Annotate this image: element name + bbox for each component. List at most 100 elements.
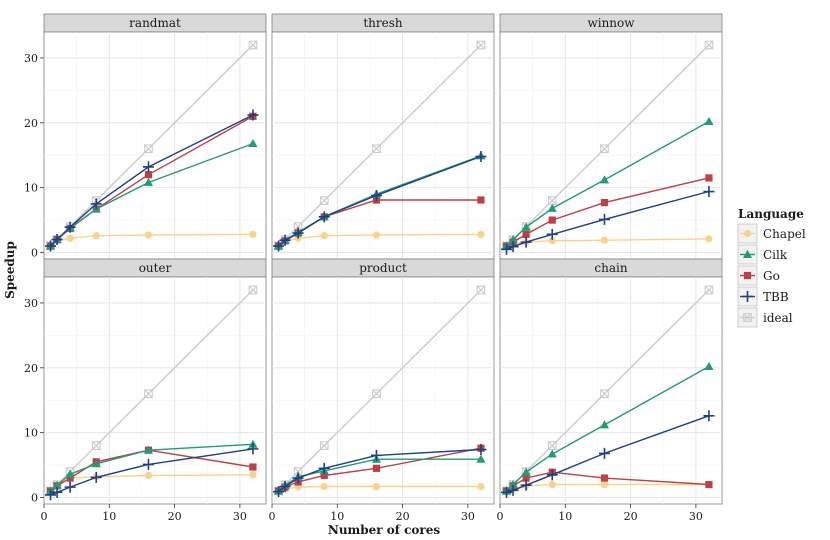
legend-item-chapel: Chapel [737, 223, 806, 244]
panel-title: product [359, 261, 407, 275]
data-point [279, 234, 291, 246]
y-tick-label: 20 [24, 117, 38, 130]
data-point [507, 484, 519, 496]
data-point [52, 480, 62, 489]
data-point [279, 480, 291, 492]
data-point [600, 144, 609, 154]
data-point [320, 232, 328, 240]
data-point [66, 474, 74, 482]
data-point [522, 474, 530, 482]
legend-item-ideal: ideal [737, 307, 793, 328]
data-point [372, 144, 381, 154]
data-point [143, 177, 154, 186]
data-point [477, 196, 485, 204]
data-point [547, 196, 557, 205]
data-point [319, 196, 329, 205]
data-point [705, 174, 713, 182]
data-point [318, 211, 330, 223]
data-point [142, 458, 154, 470]
panel-chain: chain 0 10 20 30 [497, 258, 723, 523]
data-point [548, 216, 556, 224]
x-tick-label: 30 [233, 510, 247, 523]
data-point [520, 479, 532, 491]
data-point [600, 389, 609, 399]
legend-key-marker [743, 313, 752, 322]
legend-key-marker [742, 249, 753, 258]
data-point [273, 486, 285, 498]
panels: randmat 0 10 20 30 thresh winnow outer 0 10 20 30 0 1… [24, 13, 723, 523]
data-point [248, 285, 258, 295]
y-tick-label: 0 [31, 492, 38, 505]
x-tick-label: 30 [689, 510, 703, 523]
x-tick-label: 20 [396, 510, 410, 523]
series-tbb [45, 109, 259, 252]
data-point [501, 486, 513, 498]
data-point [507, 241, 519, 253]
data-point [599, 175, 610, 184]
legend-key-marker [742, 291, 753, 302]
data-point [248, 138, 258, 148]
data-point [142, 161, 154, 173]
panel-plot-area [43, 276, 267, 505]
data-point [705, 480, 713, 489]
data-point [599, 420, 610, 429]
data-point [320, 471, 328, 480]
data-point [273, 240, 285, 252]
panel-plot-area [499, 31, 723, 260]
data-point [372, 231, 381, 239]
data-point [45, 489, 57, 501]
data-point [249, 471, 257, 479]
legend-key-marker [743, 271, 752, 280]
y-tick-label: 0 [31, 247, 38, 260]
data-point [521, 222, 531, 231]
series-line [50, 114, 254, 247]
series-tbb [501, 186, 715, 255]
data-point [320, 482, 328, 491]
data-point [600, 198, 609, 207]
data-point [477, 482, 485, 491]
data-point [521, 467, 531, 476]
legend-key-marker [743, 229, 752, 238]
data-point [600, 480, 609, 489]
legend-label: Chapel [763, 227, 806, 241]
legend: Language Chapel Cilk Go TBB ideal [737, 207, 806, 328]
data-point [477, 230, 485, 238]
panel-title: chain [594, 261, 627, 275]
series-cilk [501, 361, 714, 495]
series-line [278, 155, 482, 247]
x-tick-label: 0 [41, 510, 48, 523]
data-point [372, 389, 381, 399]
data-point [548, 237, 556, 245]
panel-plot-area [499, 276, 723, 505]
data-point [144, 171, 153, 179]
series-tbb [273, 151, 487, 252]
data-point [90, 198, 102, 210]
data-point [475, 151, 487, 163]
legend-label: TBB [763, 290, 789, 304]
data-point [704, 40, 714, 50]
data-point [598, 213, 610, 225]
data-point [547, 449, 557, 458]
data-point [548, 480, 556, 489]
x-tick-label: 10 [558, 510, 572, 523]
data-point [249, 230, 257, 238]
panel-plot-area [271, 276, 495, 505]
data-point [144, 389, 153, 399]
x-tick-label: 10 [330, 510, 344, 523]
data-point [372, 482, 381, 491]
data-point [546, 228, 558, 240]
grid-lines [272, 277, 494, 504]
x-tick-label: 10 [102, 510, 116, 523]
panel-title: thresh [363, 16, 403, 30]
data-point [45, 240, 57, 252]
data-point [703, 410, 715, 422]
data-point [704, 361, 714, 370]
data-point [501, 243, 513, 255]
series-cilk [45, 439, 258, 495]
data-point [476, 40, 486, 50]
panel-thresh: thresh [271, 13, 495, 260]
panel-title: randmat [129, 16, 181, 30]
panel-outer: outer 0 10 20 30 0 10 20 30 [24, 258, 267, 523]
data-point [476, 454, 486, 463]
